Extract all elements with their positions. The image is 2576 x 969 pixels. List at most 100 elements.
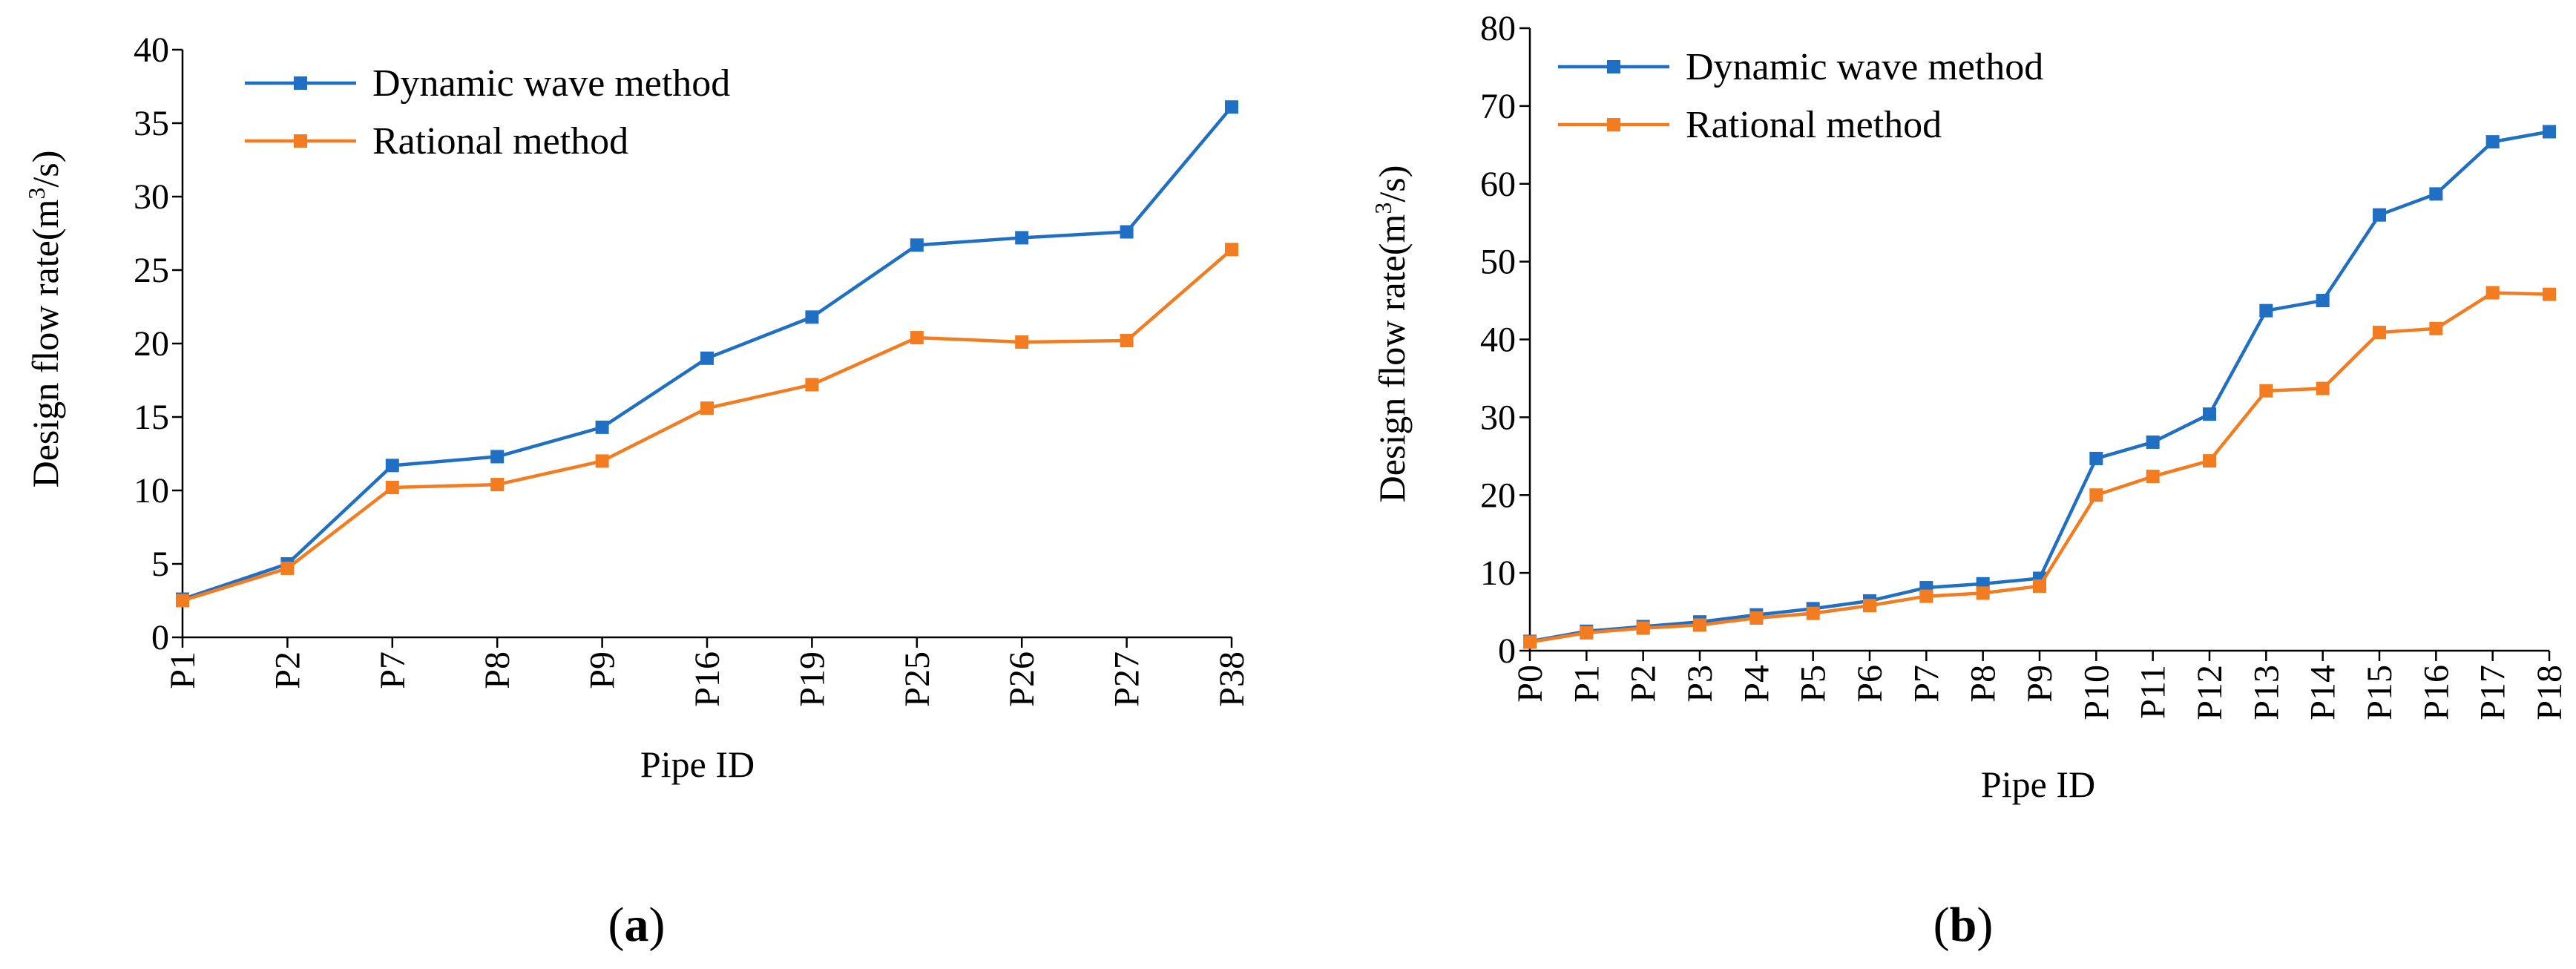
x-tick-label: P3 [1680, 665, 1720, 703]
x-tick-label: P13 [2247, 665, 2286, 720]
data-point [1863, 599, 1876, 613]
data-point [2485, 286, 2500, 300]
chart-b-x-axis-label: Pipe ID [1981, 763, 2095, 805]
series-line [182, 248, 1233, 602]
chart-a-x-ticks: P1 P2 P7 P8 P9 P16 P19 P25 P26 P27 P38 [163, 637, 1252, 707]
series-line [1529, 130, 2550, 643]
data-point [176, 594, 189, 608]
x-tick-label: P2 [1624, 665, 1663, 703]
data-point [1976, 586, 1990, 600]
data-point [1580, 625, 1594, 640]
x-tick-label: P38 [1212, 651, 1252, 707]
data-point [2089, 488, 2103, 502]
legend-item: Dynamic wave method [245, 62, 730, 105]
y-tick-label: 10 [1480, 554, 1516, 593]
data-point [2316, 381, 2330, 395]
data-point [2203, 454, 2216, 468]
chart-b-y-axis-label: Design flow rate(m3/s) [1370, 165, 1413, 503]
x-tick-label: P12 [2190, 665, 2230, 720]
chart-a-x-axis-label: Pipe ID [640, 743, 755, 785]
x-tick-label: P27 [1108, 651, 1147, 707]
x-tick-label: P4 [1737, 665, 1776, 703]
data-point [2543, 125, 2556, 139]
data-point [1120, 334, 1134, 348]
data-point [2485, 135, 2500, 149]
data-point [1225, 100, 1238, 114]
series-dynamic-wave [1523, 125, 2556, 648]
data-point [910, 331, 924, 345]
data-point [595, 454, 609, 468]
data-point [1015, 335, 1029, 349]
chart-b-x-ticks: P0 P1 P2 P3 P4 P5 P6 P7 P8 P9 P10 P11 P12 P13 P14 P15 P1… [1511, 651, 2569, 720]
chart-a-series [176, 100, 1238, 608]
y-tick-label: 50 [1480, 243, 1516, 282]
x-tick-label: P16 [688, 651, 727, 707]
data-point [490, 478, 505, 492]
data-point [385, 459, 399, 473]
data-point [2429, 321, 2443, 335]
data-point [2373, 326, 2386, 340]
x-tick-label: P6 [1850, 665, 1890, 703]
x-tick-label: P16 [2416, 665, 2456, 720]
chart-b-y-ticks: 0 10 20 30 40 50 60 70 80 [1480, 9, 1530, 671]
legend-label: Dynamic wave method [372, 62, 730, 105]
data-point [2429, 187, 2443, 201]
legend-marker [1607, 118, 1620, 131]
data-point [1919, 589, 1933, 603]
x-tick-label: P15 [2360, 665, 2399, 720]
y-tick-label: 30 [1480, 398, 1516, 437]
data-point [2146, 470, 2160, 484]
chart-b-panel-label: (b) [1933, 898, 1994, 952]
legend-marker [1607, 60, 1620, 73]
data-point [1749, 611, 1764, 625]
data-point [1120, 225, 1134, 239]
x-tick-label: P1 [1567, 665, 1606, 703]
y-tick-label: 20 [134, 324, 169, 364]
legend-label: Dynamic wave method [1686, 46, 2043, 88]
x-tick-label: P2 [268, 651, 307, 689]
x-tick-label: P1 [163, 651, 203, 689]
data-point [2373, 208, 2386, 222]
x-tick-label: P26 [1002, 651, 1042, 707]
chart-b-legend: Dynamic wave method Rational method [1558, 46, 2043, 146]
data-point [805, 310, 819, 324]
x-tick-label: P8 [478, 651, 517, 689]
y-tick-label: 15 [134, 398, 169, 437]
data-point [2259, 303, 2273, 318]
data-point [1015, 231, 1029, 245]
data-point [1523, 635, 1537, 649]
y-tick-label: 35 [134, 104, 169, 143]
x-tick-label: P7 [373, 651, 413, 689]
data-point [910, 238, 924, 252]
chart-b-series [1523, 125, 2556, 649]
series-rational [1523, 286, 2556, 649]
chart-a-axes [181, 50, 1232, 639]
data-point [2089, 451, 2103, 465]
x-tick-label: P11 [2134, 665, 2173, 719]
y-tick-label: 80 [1480, 9, 1516, 48]
data-point [280, 561, 295, 575]
data-point [2203, 407, 2216, 421]
data-point [2146, 435, 2160, 449]
chart-a-y-ticks: 0 5 10 15 20 25 30 35 40 [134, 30, 183, 657]
y-tick-label: 60 [1480, 165, 1516, 204]
data-point [2543, 287, 2556, 301]
data-point [385, 481, 399, 495]
y-tick-label: 70 [1480, 87, 1516, 126]
data-point [700, 401, 714, 415]
data-point [805, 378, 819, 392]
x-tick-label: P0 [1511, 665, 1550, 703]
y-tick-label: 20 [1480, 476, 1516, 515]
data-point [595, 420, 609, 434]
data-point [700, 351, 714, 365]
chart-a-panel-label: (a) [608, 898, 666, 952]
y-tick-label: 25 [134, 251, 169, 290]
x-tick-label: P17 [2474, 665, 2513, 720]
y-tick-label: 40 [134, 30, 169, 70]
data-point [1225, 243, 1238, 257]
y-tick-label: 0 [151, 618, 169, 657]
data-point [490, 450, 505, 464]
x-tick-label: P7 [1907, 665, 1946, 703]
